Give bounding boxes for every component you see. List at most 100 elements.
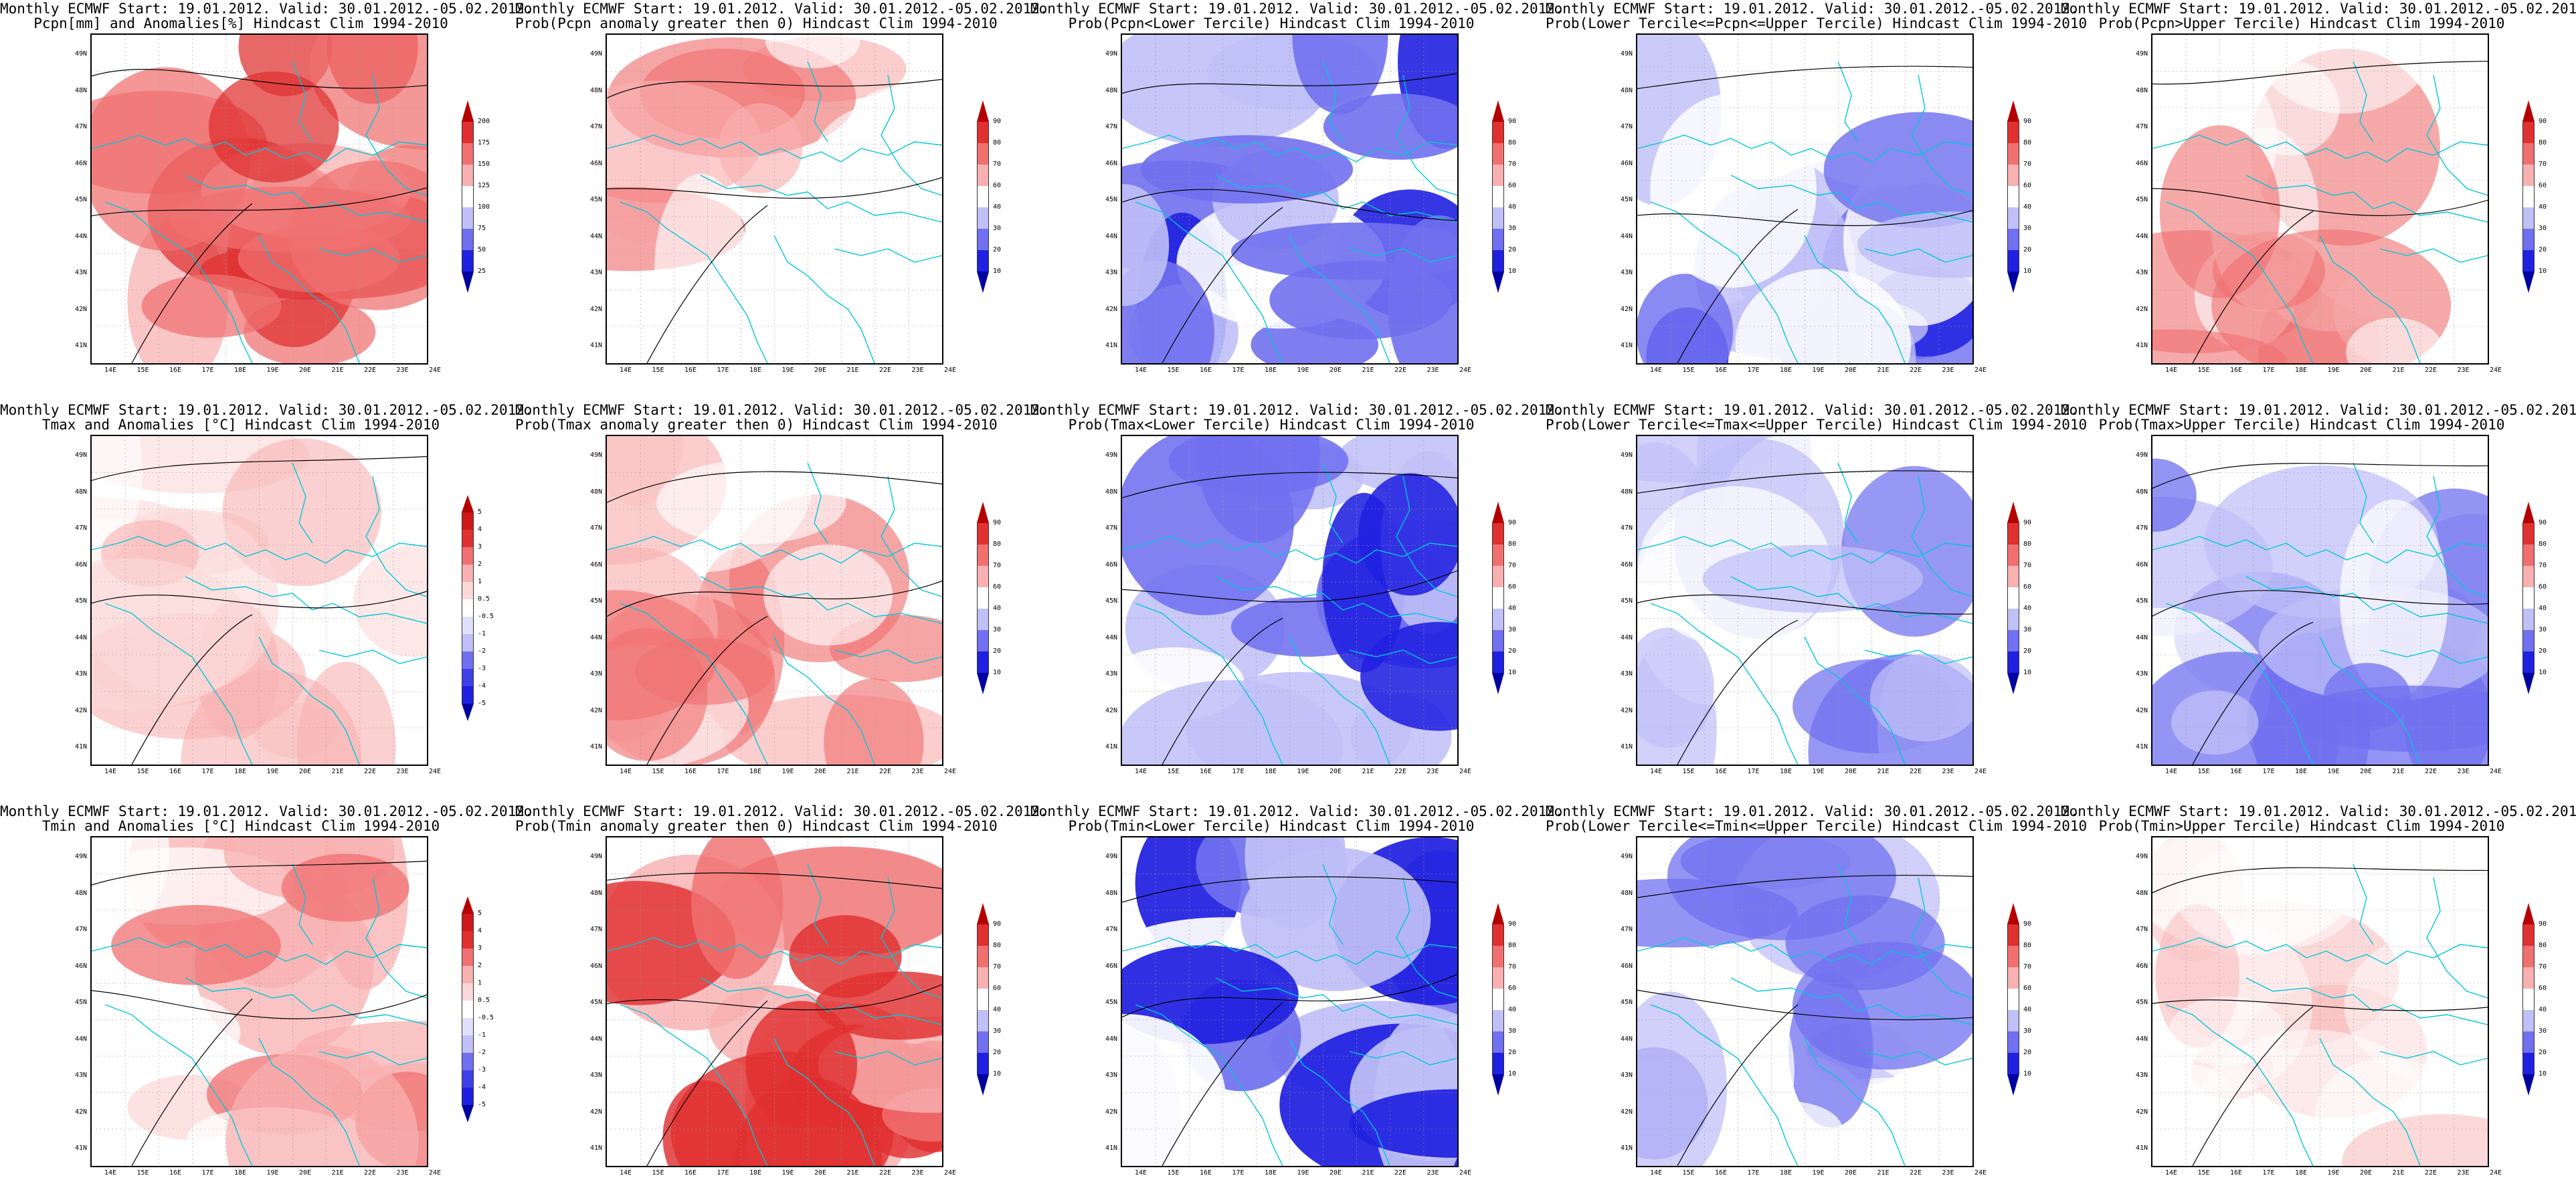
lon-tick-label: 22E <box>363 367 377 374</box>
map-panel: Monthly ECMWF Start: 19.01.2012. Valid: … <box>2061 0 2576 401</box>
colorbar-segment <box>1492 143 1504 165</box>
colorbar-label: -3 <box>478 1066 486 1074</box>
colorbar-label: 80 <box>2023 540 2032 548</box>
lon-tick-label: 21E <box>1362 1169 1374 1177</box>
colorbar-segment <box>2007 1053 2019 1074</box>
contour-line <box>2152 999 2488 1011</box>
colorbar-label: 30 <box>993 225 1002 232</box>
lat-tick-label: 48N <box>2135 488 2148 496</box>
colorbar-label: 200 <box>478 118 490 125</box>
border-line <box>620 1004 768 1166</box>
field-shading <box>815 971 942 1040</box>
colorbar-segment <box>977 544 989 566</box>
colorbar-segment <box>2522 523 2535 544</box>
lat-tick-label: 44N <box>1105 232 1117 240</box>
colorbar-label: 20 <box>2539 1049 2547 1056</box>
colorbar-segment <box>462 617 474 634</box>
border-line <box>1911 476 1972 597</box>
colorbar-label: 30 <box>993 626 1002 633</box>
colorbar-segment <box>2007 1074 2019 1096</box>
colorbar-label: 30 <box>993 1027 1002 1035</box>
colorbar-label: 75 <box>478 225 486 232</box>
colorbar-label: 40 <box>2023 605 2032 612</box>
field-shading <box>1122 184 1170 306</box>
lat-tick-label: 45N <box>1620 999 1633 1006</box>
lon-tick-label: 16E <box>169 1169 182 1177</box>
lat-tick-label: 44N <box>74 232 87 240</box>
colorbar-segment <box>2522 1074 2535 1096</box>
lon-tick-label: 21E <box>1877 768 1890 775</box>
border-line <box>2353 462 2374 544</box>
colorbar-label: -5 <box>478 700 486 707</box>
lat-tick-label: 41N <box>589 342 602 349</box>
colorbar-label: 80 <box>1508 139 1517 146</box>
colorbar-segment <box>2522 566 2535 587</box>
lat-tick-label: 42N <box>1620 305 1633 313</box>
colorbar: 5 4 3 2 1 0.5 -0.5 -1 -2 -3 -4 -5 <box>462 495 494 721</box>
border-line <box>1349 1051 1457 1066</box>
lon-tick-label: 18E <box>1779 1169 1792 1177</box>
lon-tick-label: 18E <box>234 768 247 775</box>
lon-tick-label: 20E <box>2359 768 2373 775</box>
border-line <box>1864 248 1972 263</box>
contour-line <box>607 872 942 889</box>
lat-tick-label: 42N <box>2135 1108 2148 1116</box>
lat-tick-label: 45N <box>589 999 602 1006</box>
colorbar-label: 30 <box>2539 225 2547 232</box>
lon-tick-label: 18E <box>749 768 762 775</box>
border-line <box>2165 1004 2314 1166</box>
lon-tick-label: 24E <box>2489 367 2502 374</box>
colorbar: 90 80 70 60 40 30 20 10 <box>1492 502 1516 694</box>
border-line <box>185 977 427 1025</box>
colorbar-label: -4 <box>478 1084 486 1091</box>
colorbar-label: 1 <box>478 979 482 987</box>
border-line <box>1837 61 1859 142</box>
map-panel: Monthly ECMWF Start: 19.01.2012. Valid: … <box>515 0 1048 401</box>
map-canvas <box>1122 837 1457 1166</box>
lon-tick-label: 15E <box>2197 367 2210 374</box>
panel-title-line2: Prob(Lower Tercile<=Pcpn<=Upper Tercile)… <box>1546 15 2088 31</box>
lon-tick-label: 14E <box>104 768 117 775</box>
lon-tick-label: 14E <box>1649 1169 1663 1177</box>
field-shading <box>2393 1053 2488 1166</box>
panel-title-line1: Monthly ECMWF Start: 19.01.2012. Valid: … <box>1030 803 1564 819</box>
border-line <box>2353 864 2374 945</box>
colorbar-segment <box>2007 924 2019 946</box>
border-line <box>1730 576 1972 624</box>
map-canvas <box>2152 35 2488 363</box>
field-shading <box>111 905 281 985</box>
lon-tick-label: 18E <box>1779 367 1792 374</box>
field-shading <box>2152 837 2354 950</box>
lon-tick-label: 15E <box>136 1169 149 1177</box>
colorbar-label: 20 <box>993 647 1002 655</box>
border-line <box>1637 937 1972 965</box>
lon-tick-label: 17E <box>201 367 214 374</box>
lon-tick-label: 14E <box>1134 768 1147 775</box>
border-line <box>807 864 828 945</box>
colorbar-segment <box>2007 566 2019 587</box>
border-line <box>2379 1051 2488 1066</box>
lon-tick-label: 19E <box>2327 367 2340 374</box>
border-line <box>620 201 768 363</box>
colorbar-segment <box>1492 967 1504 989</box>
map-panel: Monthly ECMWF Start: 19.01.2012. Valid: … <box>1546 803 2087 1204</box>
colorbar-segment <box>977 609 989 630</box>
colorbar-segment <box>977 502 989 523</box>
lon-tick-label: 24E <box>428 367 442 374</box>
border-line <box>318 1051 427 1066</box>
colorbar: 90 80 70 60 40 30 20 10 <box>977 100 1001 293</box>
panel-title-line2: Prob(Pcpn<Lower Tercile) Hindcast Clim 1… <box>1068 15 1475 31</box>
colorbar-segment <box>977 523 989 544</box>
lat-tick-label: 47N <box>1105 926 1117 933</box>
lat-tick-label: 49N <box>589 452 602 459</box>
border-line <box>292 864 313 945</box>
contour-line <box>2152 463 2488 489</box>
panel-title-line2: Pcpn[mm] and Anomalies[%] Hindcast Clim … <box>33 15 448 31</box>
lat-tick-label: 41N <box>589 1144 602 1152</box>
lat-tick-label: 46N <box>1620 561 1633 569</box>
field-shading <box>309 35 427 150</box>
border-line <box>700 977 942 1025</box>
lat-tick-label: 41N <box>2135 342 2148 349</box>
colorbar-segment <box>462 495 474 512</box>
colorbar-label: 40 <box>2539 605 2547 612</box>
